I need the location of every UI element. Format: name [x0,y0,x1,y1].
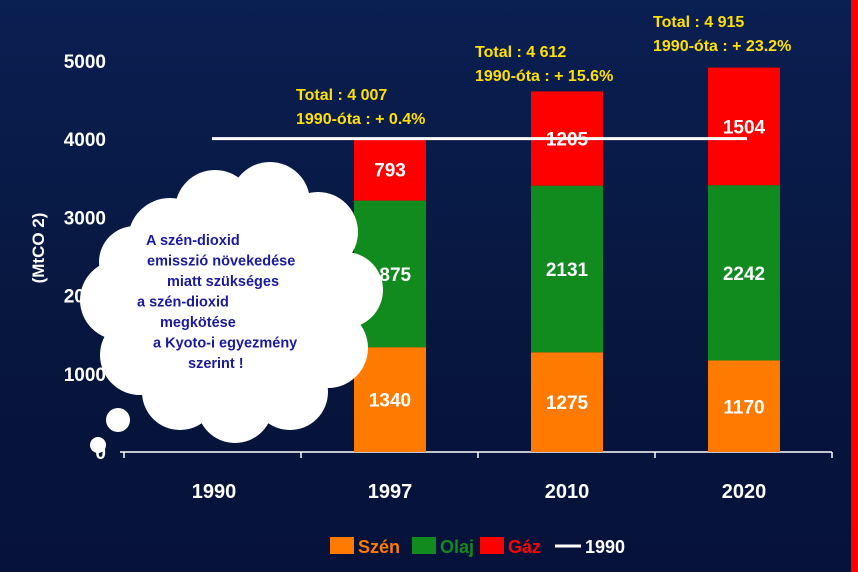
cloud-puff [145,205,315,375]
callout-line: miatt szükséges [167,274,279,290]
x-category-label-1997: 1997 [368,481,413,503]
bar-value-label: 1170 [723,397,764,418]
bar-szn-2010 [531,352,603,452]
y-tick-label-1000: 1000 [64,365,106,386]
y-axis-label: (MtCO 2) [29,213,48,284]
x-category-label-2020: 2020 [722,481,767,503]
callout-cloud: A szén-dioxid emisszió növekedése miatt sz… [80,162,383,453]
growth-annotation-2020: 1990-óta : + 23.2% [653,38,791,55]
bar-value-label: 1504 [723,117,766,138]
total-annotation-2010: Total : 4 612 [475,44,566,61]
y-tick-label-5000: 5000 [64,52,106,73]
callout-line: szerint ! [188,356,244,372]
bar-value-label: 1275 [546,393,589,414]
bar-value-label: 1340 [369,391,411,412]
bar-gz-1997 [354,138,426,201]
callout-line: emisszió növekedése [147,254,295,270]
bar-olaj-2020 [708,185,780,361]
cloud-bubble [90,437,106,453]
bar-value-label: 2131 [546,260,589,281]
legend-swatch-1 [412,537,436,554]
total-annotation-2020: Total : 4 915 [653,14,744,31]
bar-szn-1997 [354,347,426,452]
callout-line: A szén-dioxid [146,233,240,249]
legend-label-2: Gáz [508,537,541,557]
legend-swatch-2 [480,537,504,554]
callout-line: a szén-dioxid [137,295,229,311]
cloud-bubble [106,408,130,432]
bar-gz-2020 [708,67,780,186]
legend-swatch-0 [330,537,354,554]
y-tick-label-0: 0 [95,443,106,464]
x-category-label-1990: 1990 [192,481,237,503]
legend-label-0: Szén [358,537,400,557]
legend-label-3: 1990 [585,537,625,557]
bar-olaj-2010 [531,185,603,353]
legend: Szén Olaj Gáz 1990 [330,537,625,557]
legend-label-1: Olaj [440,537,474,557]
bar-value-label: 793 [374,161,406,182]
growth-annotation-1997: 1990-óta : + 0.4% [296,111,425,128]
bar-value-label: 2242 [723,264,765,285]
x-category-label-2010: 2010 [545,481,590,503]
growth-annotation-2010: 1990-óta : + 15.6% [475,68,613,85]
bar-szn-2020 [708,360,780,452]
callout-line: megkötése [160,315,236,331]
callout-line: a Kyoto-i egyezmény [153,336,297,352]
right-border [851,0,858,572]
total-annotation-1997: Total : 4 007 [296,87,387,104]
y-tick-label-4000: 4000 [64,130,106,151]
y-tick-label-3000: 3000 [64,208,106,229]
